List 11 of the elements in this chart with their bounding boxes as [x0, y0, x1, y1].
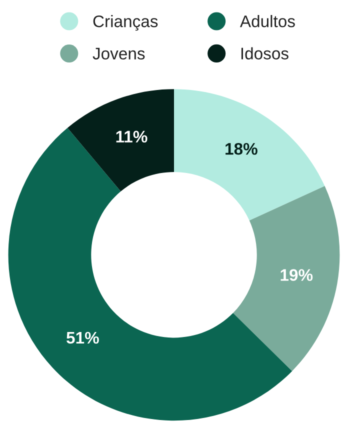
legend-label: Idosos [241, 47, 288, 60]
data-label: 18% [226, 142, 258, 155]
donut-slice [233, 186, 340, 372]
legend-label: Crianças [93, 15, 158, 31]
donut-slice [67, 89, 174, 192]
data-label: 11% [116, 130, 148, 143]
data-label: 51% [66, 332, 99, 344]
legend-label: Jovens [92, 48, 145, 60]
donut-slice [174, 89, 325, 220]
data-label: 19% [280, 269, 313, 281]
legend-label: Adultos [240, 15, 295, 28]
